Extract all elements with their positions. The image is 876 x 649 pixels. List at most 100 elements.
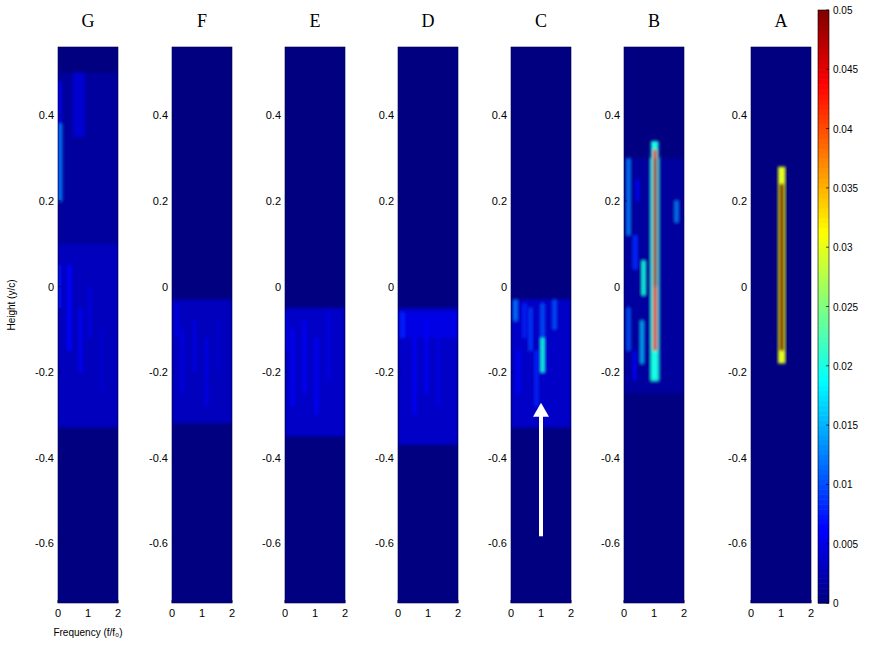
colorbar-swatch [818, 405, 829, 411]
x-tick-label: 0 [282, 607, 288, 619]
colorbar-tick [826, 543, 829, 544]
y-tick-label: -0.4 [728, 452, 747, 464]
colorbar-swatch [818, 593, 829, 599]
colorbar-tick-label: 0.025 [833, 302, 858, 313]
colorbar-swatch [818, 445, 829, 451]
y-tick [172, 286, 175, 287]
heat-cell [327, 312, 330, 380]
x-tick-label: 1 [425, 607, 431, 619]
x-tick-label: 2 [808, 607, 814, 619]
cells [172, 299, 232, 423]
y-tick [58, 286, 61, 287]
colorbar-swatch [818, 331, 829, 337]
colorbar-swatch [818, 400, 829, 406]
y-tick [624, 372, 627, 373]
y-tick [172, 372, 175, 373]
colorbar-swatch [818, 109, 829, 115]
heat-cell [58, 244, 118, 428]
y-tick [58, 200, 61, 201]
y-tick [285, 200, 288, 201]
y-tick-label: -0.2 [488, 366, 507, 378]
y-tick [398, 372, 401, 373]
colorbar-swatch [818, 519, 829, 525]
colorbar-tick-label: 0.04 [833, 124, 853, 135]
colorbar-swatch [818, 74, 829, 80]
y-tick [172, 543, 175, 544]
heat-cell [79, 308, 82, 372]
heat-cell [651, 141, 659, 381]
colorbar-swatch [818, 386, 829, 392]
colorbar-swatch [818, 79, 829, 85]
colorbar-swatch [818, 371, 829, 377]
colorbar-swatch [818, 84, 829, 90]
heat-cell [181, 329, 184, 393]
x-tick [811, 600, 812, 603]
colorbar-swatch [818, 460, 829, 466]
colorbar-swatch [818, 356, 829, 362]
y-tick-label: 0 [162, 281, 168, 293]
colorbar-tick-label: 0 [833, 598, 839, 609]
heat-cell [67, 265, 72, 351]
y-tick-label: 0 [614, 281, 620, 293]
cells [58, 73, 118, 428]
heat-cell [303, 321, 306, 394]
colorbar-swatch [818, 153, 829, 159]
colorbar-tick-label: 0.05 [833, 5, 853, 16]
heat-cell [636, 180, 639, 201]
colorbar-tick-label: 0.03 [833, 242, 853, 253]
colorbar-swatch [818, 94, 829, 100]
colorbar-swatch [818, 134, 829, 140]
y-tick-label: -0.6 [35, 537, 54, 549]
colorbar-swatch [818, 25, 829, 31]
y-tick [624, 115, 627, 116]
y-tick [624, 543, 627, 544]
heat-cell [437, 329, 440, 406]
panel: -0.6-0.4-0.200.20.4012A [728, 11, 814, 619]
x-tick-label: 2 [455, 607, 461, 619]
plot-frame [511, 47, 571, 603]
x-tick [118, 600, 119, 603]
x-tick [232, 600, 233, 603]
panel-title: E [310, 11, 321, 31]
heat-cell [514, 299, 517, 320]
x-tick-label: 2 [568, 607, 574, 619]
heat-cell [73, 73, 85, 137]
plot-background [398, 47, 458, 603]
y-tick-label: -0.2 [149, 366, 168, 378]
colorbar-swatch [818, 148, 829, 154]
heat-cell [88, 287, 91, 338]
colorbar-swatch [818, 475, 829, 481]
plot-frame [624, 47, 684, 603]
x-tick [751, 600, 752, 603]
y-tick-label: -0.6 [149, 537, 168, 549]
heat-cell [425, 321, 428, 394]
colorbar-swatch [818, 430, 829, 436]
x-tick [541, 600, 542, 603]
panel-title: C [535, 11, 547, 31]
colorbar-swatch [818, 45, 829, 51]
colorbar-swatch [818, 30, 829, 36]
y-tick-label: 0 [275, 281, 281, 293]
colorbar-swatch [818, 307, 829, 313]
heat-cell [217, 321, 220, 372]
colorbar-swatch [818, 302, 829, 308]
colorbar-swatch [818, 563, 829, 569]
y-tick-label: -0.6 [728, 537, 747, 549]
colorbar-swatch [818, 257, 829, 263]
colorbar-swatch [818, 252, 829, 258]
colorbar-swatch [818, 341, 829, 347]
colorbar-swatch [818, 346, 829, 352]
cells [285, 308, 345, 436]
panel-title: B [648, 11, 660, 31]
colorbar-tick [826, 128, 829, 129]
heat-cell [291, 329, 294, 406]
colorbar-frame [818, 10, 829, 603]
x-tick-label: 1 [651, 607, 657, 619]
plot-frame [285, 47, 345, 603]
colorbar-swatch [818, 104, 829, 110]
x-tick-label: 0 [55, 607, 61, 619]
x-tick-label: 1 [538, 607, 544, 619]
heat-cell [285, 312, 288, 350]
panel-title: G [82, 11, 95, 31]
y-tick [751, 372, 754, 373]
